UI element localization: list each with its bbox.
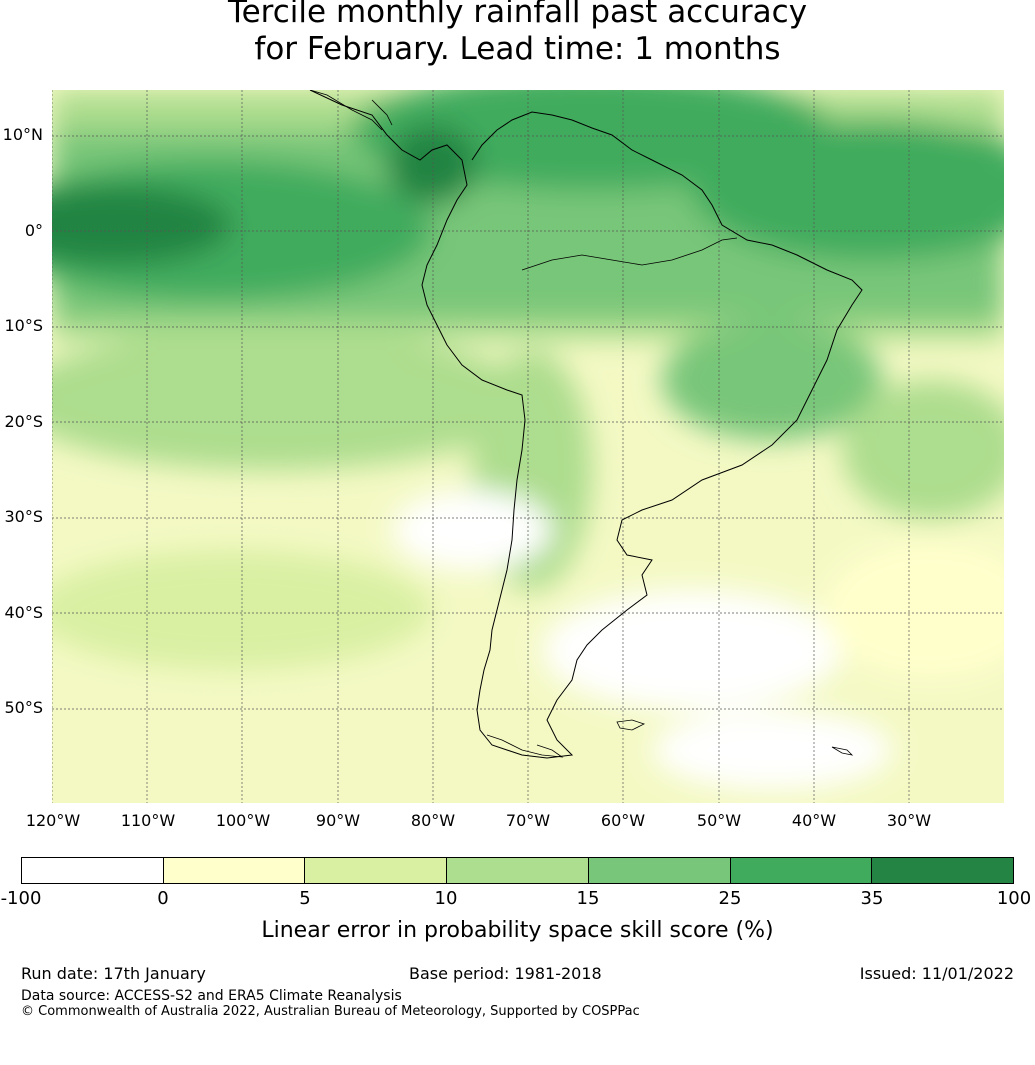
lat-label-10s: 10°S [4, 316, 43, 335]
falkland-islands [616, 719, 646, 731]
colorbar-segment-2 [163, 858, 306, 883]
lon-label-40w: 40°W [791, 811, 837, 830]
copyright: © Commonwealth of Australia 2022, Austra… [21, 1004, 640, 1019]
issued-date: Issued: 11/01/2022 [859, 964, 1014, 983]
skill-region-equatorial-core [52, 185, 232, 265]
colorbar-segment-5 [588, 858, 731, 883]
colorbar-tick-6: 25 [718, 888, 742, 909]
lon-label-30w: 30°W [886, 811, 932, 830]
colorbar [21, 857, 1014, 884]
colorbar-tick-1: -100 [0, 888, 42, 909]
central-america-coast [309, 90, 393, 131]
lon-label-120w: 120°W [25, 811, 81, 830]
skill-region-pacific-low [392, 490, 552, 570]
south-america-coastline [309, 90, 863, 759]
south-georgia [831, 746, 854, 756]
lat-label-40s: 40°S [4, 603, 43, 622]
colorbar-segment-4 [447, 858, 589, 883]
lon-label-60w: 60°W [600, 811, 646, 830]
skill-region-far-south-low [652, 710, 892, 790]
tierra-del-fuego [486, 734, 564, 758]
colorbar-tick-4: 10 [434, 888, 458, 909]
skill-map-svg [52, 90, 1004, 803]
colorbar-tick-8: 100 [996, 888, 1032, 909]
map-gridlines [52, 90, 1004, 803]
colorbar-label: Linear error in probability space skill … [261, 918, 774, 943]
colorbar-segment-7 [872, 858, 1014, 883]
lon-label-110w: 110°W [120, 811, 176, 830]
data-source: Data source: ACCESS-S2 and ERA5 Climate … [21, 988, 402, 1004]
amazon-river [521, 237, 738, 271]
lon-label-90w: 90°W [315, 811, 361, 830]
skill-region-pacific-mid [52, 330, 532, 470]
map-title: Tercile monthly rainfall past accuracy f… [0, 0, 1035, 68]
lon-label-50w: 50°W [696, 811, 742, 830]
skill-map [52, 90, 1004, 803]
colorbar-segment-3 [305, 858, 448, 883]
lat-label-10n: 10°N [2, 125, 43, 144]
lat-label-0: 0° [24, 221, 43, 240]
skill-region-south-atlantic [842, 380, 1004, 520]
lon-label-80w: 80°W [410, 811, 456, 830]
lat-label-30s: 30°S [4, 507, 43, 526]
skill-region-argentina-low [542, 590, 842, 710]
colorbar-tick-5: 15 [576, 888, 600, 909]
lon-label-70w: 70°W [505, 811, 551, 830]
title-line-1: Tercile monthly rainfall past accuracy [227, 0, 808, 30]
base-period: Base period: 1981-2018 [409, 964, 602, 983]
lat-label-50s: 50°S [4, 698, 43, 717]
skill-region-atlantic-south [822, 540, 1004, 680]
colorbar-tick-2: 0 [157, 888, 169, 909]
skill-region-panama [387, 125, 477, 205]
lat-label-20s: 20°S [4, 412, 43, 431]
colorbar-segment-6 [730, 858, 873, 883]
run-date: Run date: 17th January [21, 964, 206, 983]
colorbar-segment-1 [22, 858, 164, 883]
skill-region-atlantic [692, 120, 1004, 260]
colorbar-tick-7: 35 [860, 888, 884, 909]
colorbar-tick-3: 5 [299, 888, 311, 909]
title-line-2: for February. Lead time: 1 months [254, 31, 781, 67]
skill-region-brazil [662, 320, 882, 440]
lon-label-100w: 100°W [215, 811, 271, 830]
